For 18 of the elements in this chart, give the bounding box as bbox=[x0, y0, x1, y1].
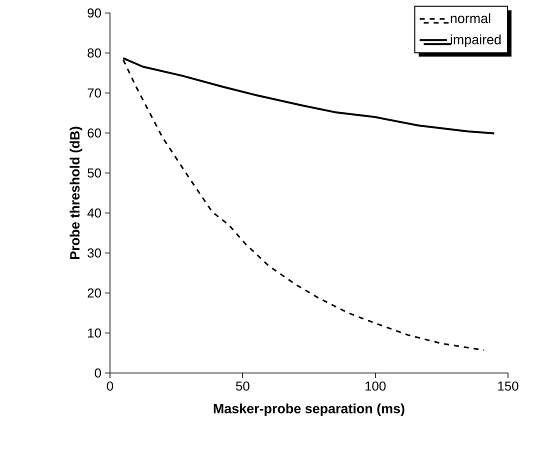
y-tick-label: 80 bbox=[88, 48, 101, 58]
y-tick-label: 60 bbox=[88, 128, 101, 138]
y-tick-label: 10 bbox=[88, 328, 101, 338]
y-tick-label: 0 bbox=[94, 368, 101, 378]
x-tick-label: 0 bbox=[106, 382, 114, 391]
x-tick-label: 100 bbox=[366, 382, 386, 391]
y-tick-label: 20 bbox=[88, 288, 101, 298]
legend-label: impaired bbox=[450, 34, 501, 48]
x-axis-title: Masker-probe separation (ms) bbox=[214, 403, 404, 416]
y-tick-label: 40 bbox=[87, 208, 101, 218]
y-tick-label: 50 bbox=[88, 168, 101, 178]
y-axis-title: Probe threshold (dB) bbox=[70, 126, 82, 259]
y-tick-label: 70 bbox=[88, 88, 101, 98]
x-tick-label: 50 bbox=[236, 382, 250, 391]
legend-label: normal bbox=[450, 13, 490, 24]
y-tick-label: 30 bbox=[88, 248, 101, 258]
x-tick-label: 150 bbox=[498, 382, 518, 391]
y-tick-label: 90 bbox=[88, 8, 101, 18]
